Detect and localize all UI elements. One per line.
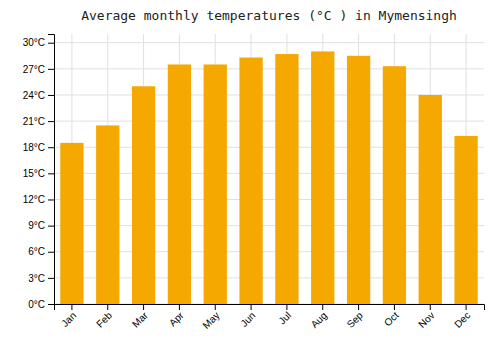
grid-line-y (54, 68, 484, 69)
y-axis-line (48, 35, 55, 305)
x-tick-mark (179, 304, 180, 310)
x-tick-label: Aug (309, 310, 329, 330)
bar (419, 95, 442, 304)
y-tick-mark (48, 226, 54, 227)
x-tick: Nov (416, 304, 436, 330)
x-tick-mark (358, 304, 359, 310)
y-tick: 18°C (23, 142, 54, 153)
y-tick-label: 0°C (28, 299, 45, 310)
x-tick-label: Mar (130, 309, 150, 329)
x-tick-mark (251, 304, 252, 310)
x-tick: May (200, 304, 221, 331)
x-tick-label: Jul (276, 310, 293, 327)
y-tick-label: 18°C (23, 142, 45, 153)
x-tick-label: Jan (59, 310, 78, 329)
y-tick-mark (48, 252, 54, 253)
y-tick: 15°C (23, 168, 54, 179)
y-tick-label: 12°C (23, 194, 45, 205)
y-tick-label: 9°C (28, 220, 45, 231)
x-tick-label: Apr (167, 309, 186, 328)
bar (204, 64, 227, 304)
y-tick: 9°C (28, 220, 54, 231)
bar (60, 143, 83, 304)
y-tick-label: 15°C (23, 168, 45, 179)
x-tick-mark (143, 304, 144, 310)
x-axis: Jan Feb Mar Apr May Jun Jul Aug Sep Oct Nov Dec (55, 304, 485, 331)
y-tick-label: 27°C (23, 64, 45, 75)
y-tick-mark (48, 147, 54, 148)
y-tick: 24°C (23, 90, 54, 101)
bar (239, 58, 262, 304)
y-tick-label: 21°C (23, 116, 45, 127)
bar (383, 66, 406, 304)
x-tick: Oct (382, 304, 401, 328)
x-tick: Mar (130, 304, 150, 330)
x-tick-mark (215, 304, 216, 310)
bar (347, 56, 370, 304)
y-tick: 30°C (23, 37, 54, 48)
y-tick-mark (48, 69, 54, 70)
y-axis: 0°C 3°C 6°C 9°C 12°C 15°C 18°C 21°C 24°C 27°C 30°C (23, 35, 55, 310)
x-tick: Sep (345, 304, 366, 330)
chart: 0°C 3°C 6°C 9°C 12°C 15°C 18°C 21°C 24°C 27°C 30°C… (0, 0, 500, 350)
x-tick-label: Jun (238, 310, 257, 329)
y-tick: 27°C (23, 64, 54, 75)
x-tick: Aug (309, 304, 329, 330)
grid-line-y (54, 42, 484, 43)
x-tick-mark (466, 304, 467, 310)
y-tick-mark (48, 304, 54, 305)
x-tick-label: Nov (416, 310, 436, 330)
x-tick-label: Dec (452, 310, 472, 330)
x-axis-line (55, 305, 485, 311)
x-tick-label: Oct (382, 310, 401, 329)
x-tick: Jan (59, 304, 78, 329)
x-tick: Apr (167, 304, 186, 328)
x-tick-mark (394, 304, 395, 310)
x-tick: Jun (238, 304, 257, 329)
x-tick-mark (286, 304, 287, 310)
y-tick-label: 6°C (28, 246, 45, 257)
x-tick: Jul (276, 304, 293, 326)
x-tick: Dec (452, 304, 472, 330)
y-tick-label: 30°C (23, 37, 45, 48)
y-tick-mark (48, 95, 54, 96)
y-tick: 6°C (28, 246, 54, 257)
bar (311, 51, 334, 304)
bar (275, 54, 298, 304)
x-tick-mark (430, 304, 431, 310)
plot-area (60, 51, 477, 304)
y-tick: 3°C (28, 273, 54, 284)
grid (54, 34, 484, 304)
x-tick: Feb (94, 304, 114, 330)
bar (454, 136, 477, 304)
y-tick: 0°C (28, 299, 54, 310)
title: Average monthly temperatures (°C ) in My… (81, 8, 457, 23)
y-tick-mark (48, 43, 54, 44)
bar (132, 86, 155, 304)
bar (96, 125, 119, 304)
x-tick-label: Feb (94, 309, 114, 329)
y-tick-mark (48, 121, 54, 122)
x-tick-mark (71, 304, 72, 310)
x-tick-label: Sep (345, 309, 366, 330)
y-tick: 21°C (23, 116, 54, 127)
x-tick-label: May (200, 310, 221, 331)
y-tick-mark (48, 173, 54, 174)
x-tick-mark (322, 304, 323, 310)
y-tick-label: 24°C (23, 90, 45, 101)
y-tick-label: 3°C (28, 273, 45, 284)
bar (168, 64, 191, 304)
y-tick-mark (48, 199, 54, 200)
y-tick: 12°C (23, 194, 54, 205)
y-tick-mark (48, 278, 54, 279)
x-tick-mark (107, 304, 108, 310)
